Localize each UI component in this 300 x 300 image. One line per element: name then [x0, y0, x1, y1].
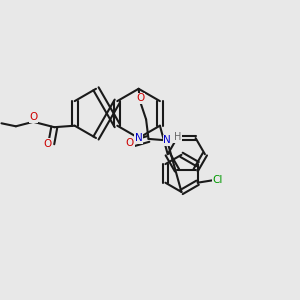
- Text: O: O: [136, 93, 144, 103]
- Text: O: O: [29, 112, 38, 122]
- Text: N: N: [163, 135, 171, 146]
- Text: H: H: [174, 132, 181, 142]
- Text: N: N: [135, 133, 142, 143]
- Text: O: O: [44, 139, 52, 149]
- Text: O: O: [126, 138, 134, 148]
- Text: Cl: Cl: [213, 175, 223, 185]
